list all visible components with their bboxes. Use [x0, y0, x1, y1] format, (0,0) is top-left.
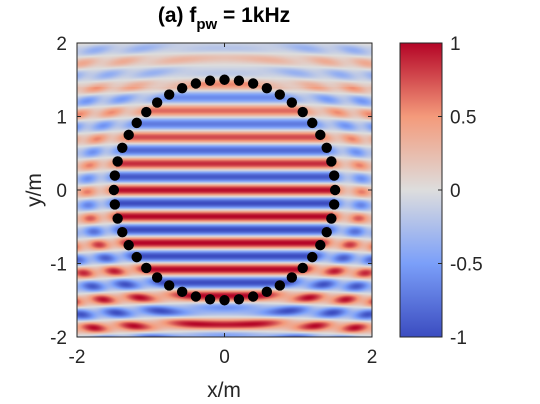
chart-title-suffix: = 1kHz — [217, 4, 290, 27]
array-marker — [109, 199, 121, 210]
array-marker — [247, 291, 259, 302]
array-marker — [204, 294, 216, 305]
x-axis-label: x/m — [207, 379, 241, 402]
array-marker — [328, 199, 340, 210]
array-marker — [112, 213, 123, 224]
array-marker — [204, 75, 216, 86]
chart-title-subscript: pw — [196, 16, 217, 33]
y-tick-label: 1 — [56, 108, 67, 129]
y-tick-label: 0 — [56, 181, 67, 202]
array-marker — [286, 272, 298, 283]
array-marker — [141, 262, 152, 274]
array-marker — [329, 184, 341, 196]
array-marker — [176, 286, 188, 298]
array-marker — [297, 106, 308, 118]
array-marker — [123, 129, 134, 141]
array-marker — [151, 97, 163, 108]
array-marker — [326, 213, 337, 224]
array-marker — [274, 280, 286, 291]
y-tick-label: 2 — [56, 34, 67, 55]
colorbar-tick-label: 1 — [450, 34, 461, 55]
array-marker — [274, 89, 286, 100]
array-marker — [151, 272, 163, 283]
array-marker — [109, 170, 121, 181]
array-marker — [163, 89, 175, 100]
array-marker — [190, 291, 202, 302]
array-marker — [117, 226, 128, 238]
array-marker — [141, 106, 152, 118]
array-marker — [328, 170, 340, 181]
colorbar-ticks: -1 -0.5 0 0.5 1 — [438, 34, 483, 349]
array-marker — [176, 82, 188, 94]
colorbar-gradient — [399, 42, 443, 338]
array-marker — [219, 295, 230, 306]
array-marker — [307, 117, 318, 129]
array-marker — [247, 78, 259, 89]
array-marker — [326, 156, 337, 167]
markers-layer — [108, 74, 341, 306]
x-ticks: -2 0 2 — [69, 43, 378, 368]
colorbar: -1 -0.5 0 0.5 1 — [399, 34, 483, 349]
x-tick-label: 0 — [219, 347, 230, 368]
array-marker — [117, 142, 128, 154]
y-ticks: -2 -1 0 1 2 — [50, 34, 372, 349]
array-marker — [108, 184, 120, 196]
array-marker — [131, 117, 142, 129]
x-tick-label: -2 — [69, 347, 86, 368]
chart-title-prefix: (a) f — [158, 4, 198, 27]
colorbar-tick-label: 0.5 — [450, 108, 476, 129]
array-marker — [219, 74, 230, 85]
array-marker — [315, 239, 326, 251]
array-marker — [131, 251, 142, 263]
array-marker — [112, 156, 123, 167]
array-marker — [261, 82, 273, 94]
chart-title: (a) fpw = 1kHz — [158, 4, 290, 33]
colorbar-tick-label: -1 — [450, 328, 467, 349]
heatmap-image — [77, 43, 372, 337]
x-tick-label: 2 — [367, 347, 378, 368]
array-marker — [233, 75, 245, 86]
array-marker — [307, 251, 318, 263]
array-marker — [261, 286, 273, 298]
colorbar-tick-label: 0 — [450, 181, 461, 202]
array-marker — [123, 239, 134, 251]
array-marker — [163, 280, 175, 291]
array-marker — [321, 142, 332, 154]
plot-area: -2 0 2 -2 -1 0 1 2 — [50, 34, 377, 368]
array-marker — [315, 129, 326, 141]
y-tick-label: -2 — [50, 328, 67, 349]
colorbar-tick-label: -0.5 — [450, 255, 483, 276]
y-axis-label: y/m — [23, 173, 46, 207]
array-marker — [233, 294, 245, 305]
array-marker — [297, 262, 308, 274]
array-marker — [321, 226, 332, 238]
y-tick-label: -1 — [50, 255, 67, 276]
array-marker — [190, 78, 202, 89]
array-marker — [286, 97, 298, 108]
